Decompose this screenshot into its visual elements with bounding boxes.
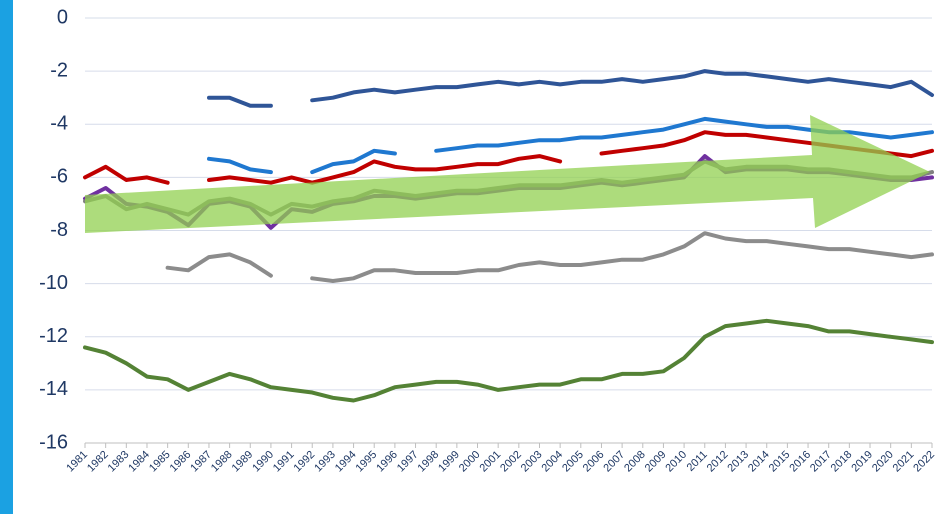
x-tick-label: 2014 (746, 449, 772, 475)
labels: -16-14-12-10-8-6-4-201981198219831984198… (39, 6, 937, 474)
x-tick-label: 1989 (230, 449, 256, 475)
y-tick-label: -2 (50, 59, 68, 81)
y-tick-label: -16 (39, 431, 68, 453)
x-tick-label: 1995 (354, 449, 380, 475)
trend-arrow (85, 115, 930, 233)
x-tick-label: 1998 (416, 449, 442, 475)
series-line (165, 231, 934, 283)
x-tick-label: 2004 (539, 449, 565, 475)
x-tick-label: 1984 (126, 449, 152, 475)
x-tick-label: 1985 (147, 449, 173, 475)
x-tick-label: 2005 (560, 449, 586, 475)
x-tick-label: 1997 (395, 449, 421, 475)
x-tick-label: 2018 (829, 449, 855, 475)
x-tick-label: 2002 (498, 449, 524, 475)
x-tick-label: 1993 (312, 449, 338, 475)
x-tick-label: 1996 (374, 449, 400, 475)
y-tick-label: -8 (50, 219, 68, 241)
x-tick-label: 1981 (64, 449, 90, 475)
x-tick-label: 2008 (622, 449, 648, 475)
x-tick-label: 1991 (271, 449, 297, 475)
series-line (207, 69, 934, 108)
x-tick-label: 2016 (787, 449, 813, 475)
series-line (207, 116, 934, 175)
x-tick-label: 2001 (477, 449, 503, 475)
x-tick-label: 2022 (911, 449, 937, 475)
x-tick-label: 1986 (168, 449, 194, 475)
y-tick-label: -10 (39, 272, 68, 294)
x-tick-label: 2021 (891, 449, 917, 475)
series-line (83, 318, 934, 403)
x-tick-label: 2017 (808, 449, 834, 475)
x-tick-label: 2006 (581, 449, 607, 475)
x-tick-label: 2019 (849, 449, 875, 475)
x-tick-label: 2010 (663, 449, 689, 475)
x-tick-label: 1990 (250, 449, 276, 475)
x-tick-label: 2015 (767, 449, 793, 475)
x-tick-label: 2020 (870, 449, 896, 475)
x-tick-label: 2011 (685, 449, 710, 474)
x-tick-label: 1988 (209, 449, 235, 475)
x-tick-label: 1992 (292, 449, 318, 475)
x-tick-label: 1987 (188, 449, 214, 475)
x-tick-label: 1999 (436, 449, 462, 475)
x-tick-label: 1983 (106, 449, 132, 475)
y-tick-label: -4 (50, 113, 68, 135)
x-tick-label: 2012 (705, 449, 731, 475)
side-strip (0, 0, 13, 514)
x-tick-label: 1982 (85, 449, 111, 475)
y-tick-label: -12 (39, 325, 68, 347)
lines (83, 69, 934, 403)
x-tick-label: 1994 (333, 449, 359, 475)
x-tick-label: 2007 (601, 449, 627, 475)
x-tick-label: 2000 (457, 449, 483, 475)
y-tick-label: 0 (57, 6, 68, 28)
y-tick-label: -14 (39, 378, 68, 400)
x-tick-label: 2009 (643, 449, 669, 475)
y-tick-label: -6 (50, 166, 68, 188)
x-tick-label: 2003 (519, 449, 545, 475)
x-tick-label: 2013 (725, 449, 751, 475)
